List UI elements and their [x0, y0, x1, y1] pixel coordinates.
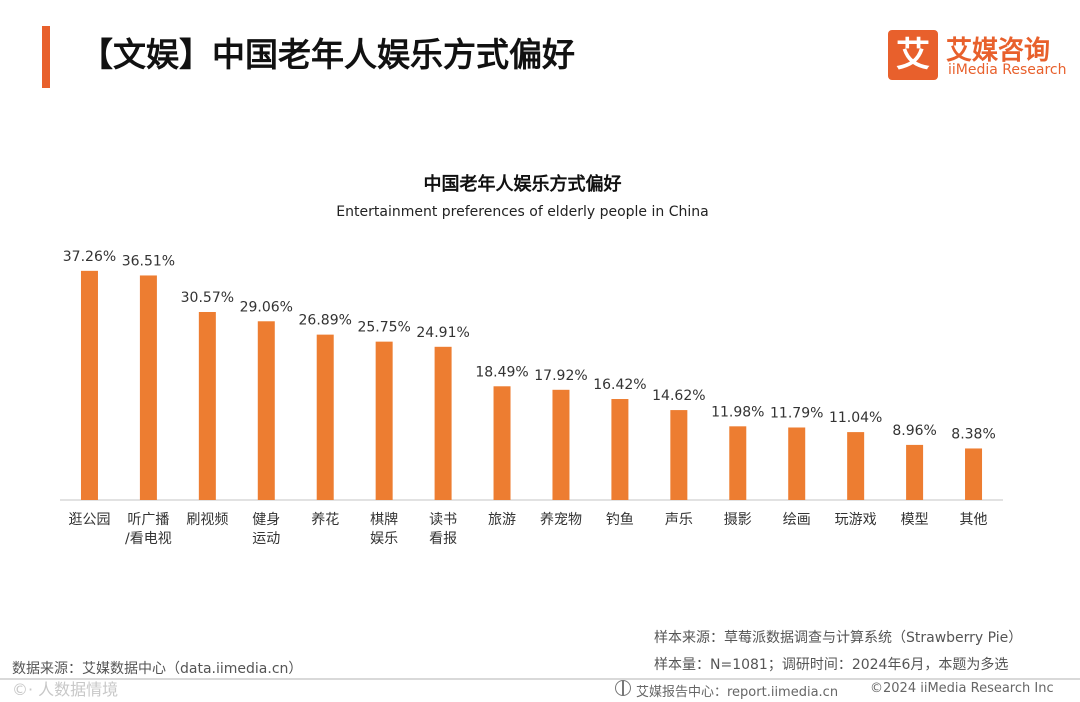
data-label-6: 25.75% [357, 320, 410, 336]
page-title: 【文娱】中国老年人娱乐方式偏好 [80, 35, 575, 74]
data-label-3: 30.57% [181, 290, 234, 306]
watermark-text: ©· 人数据情境 [12, 680, 119, 699]
category-label-16: 其他 [960, 512, 988, 528]
data-label-16: 8.38% [951, 426, 995, 442]
data-label-11: 14.62% [652, 388, 705, 404]
category-label-9: 养宠物 [540, 512, 582, 528]
bar-14 [847, 432, 865, 500]
data-label-14: 11.04% [829, 410, 882, 426]
chart-title: 中国老年人娱乐方式偏好 [423, 174, 622, 195]
data-label-8: 18.49% [475, 364, 528, 380]
copyright-text: ©2024 iiMedia Research Inc [870, 681, 1054, 696]
category-label-3: 刷视频 [186, 512, 228, 528]
category-label-15: 模型 [901, 512, 929, 528]
bar-7 [434, 346, 452, 500]
category-label-10: 钓鱼 [606, 511, 634, 528]
iimedia-logo: 艾 艾媒咨询 iiMedia Research [888, 30, 1068, 80]
bar-chart: 37.26% 逛公园 36.51% 听广播/看电视 30.57% 刷视频 29.06% 健身运… [60, 249, 1003, 547]
data-label-5: 26.89% [299, 313, 352, 329]
bar-11 [670, 410, 688, 500]
category-label-5: 养花 [311, 512, 339, 528]
category-label-8: 旅游 [488, 512, 516, 528]
category-label-1: 逛公园 [68, 512, 110, 528]
bar-4 [257, 321, 275, 500]
bar-9 [552, 389, 570, 500]
category-label-6: 棋牌娱乐 [370, 511, 398, 547]
category-label-14: 玩游戏 [835, 512, 877, 528]
bar-3 [198, 311, 216, 500]
bar-1 [80, 270, 98, 500]
logo-name-cn: 艾媒咨询 [946, 36, 1051, 66]
category-label-11: 声乐 [665, 512, 693, 528]
bar-5 [316, 334, 334, 500]
data-label-9: 17.92% [534, 368, 587, 384]
globe-icon [615, 680, 631, 696]
bar-6 [375, 341, 393, 500]
data-label-7: 24.91% [416, 325, 469, 341]
bar-16 [965, 448, 983, 500]
logo-mark: 艾 [888, 30, 938, 80]
sample-size-note: 样本量：N=1081；调研时间：2024年6月，本题为多选 [654, 657, 1009, 673]
title-accent-bar [42, 26, 50, 88]
data-label-13: 11.79% [770, 405, 823, 421]
category-label-2: 听广播/看电视 [125, 512, 172, 547]
data-label-1: 37.26% [63, 249, 116, 265]
category-label-12: 摄影 [724, 512, 752, 528]
chart-subtitle: Entertainment preferences of elderly peo… [336, 204, 709, 220]
bar-15 [906, 444, 924, 500]
logo-name-en: iiMedia Research [948, 62, 1067, 78]
bar-13 [788, 427, 806, 500]
category-label-4: 健身运动 [252, 512, 280, 547]
sample-source-note: 样本来源：草莓派数据调查与计算系统（Strawberry Pie） [654, 630, 1023, 646]
bar-2 [139, 275, 157, 500]
bar-12 [729, 426, 747, 500]
data-label-10: 16.42% [593, 377, 646, 393]
report-center-link[interactable]: 艾媒报告中心：report.iimedia.cn [636, 685, 839, 700]
footer-divider [0, 678, 1080, 680]
data-label-12: 11.98% [711, 404, 764, 420]
data-source-note: 数据来源：艾媒数据中心（data.iimedia.cn） [12, 661, 303, 677]
data-label-15: 8.96% [892, 423, 936, 439]
category-label-7: 读书看报 [429, 511, 457, 547]
bar-10 [611, 399, 629, 500]
bar-8 [493, 386, 511, 500]
category-label-13: 绘画 [783, 512, 811, 528]
data-label-2: 36.51% [122, 253, 175, 269]
data-label-4: 29.06% [240, 299, 293, 315]
